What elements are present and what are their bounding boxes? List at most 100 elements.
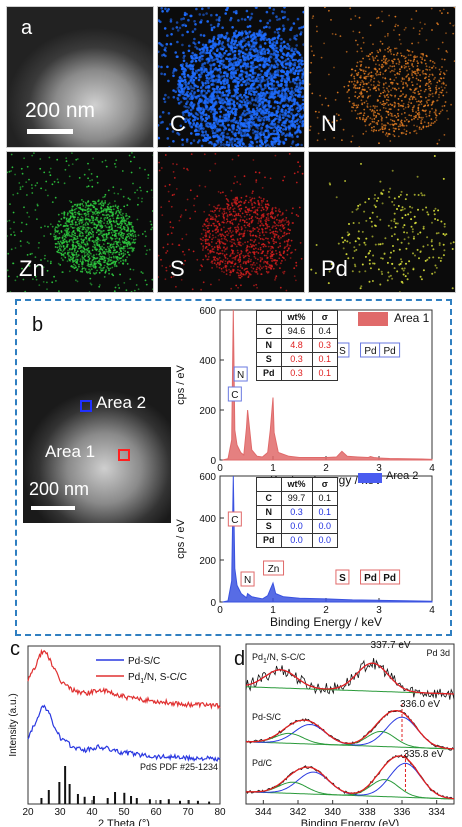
map-dot [114,212,117,215]
map-dot [66,233,68,236]
map-dot [281,147,284,148]
map-dot [301,69,304,73]
map-dot [88,239,91,242]
map-dot [429,87,432,90]
map-dot [259,81,262,84]
map-dot [70,212,73,214]
map-dot [295,76,299,80]
map-dot [385,116,388,119]
map-dot [263,73,266,76]
map-dot [244,95,248,98]
map-dot [208,95,212,99]
map-dot [381,63,384,66]
map-dot [36,182,39,184]
map-dot [283,10,286,14]
map-dot [423,105,425,108]
map-dot [372,75,374,77]
map-dot [301,124,304,128]
map-dot [228,91,231,94]
map-dot [280,10,284,13]
map-dot [114,225,117,227]
map-dot [256,86,259,89]
map-dot [233,32,236,35]
map-dot [107,207,110,209]
map-dot [223,146,226,147]
map-dot [292,97,296,100]
map-dot [176,29,180,32]
map-dot [256,59,260,63]
map-dot [121,255,124,258]
map-dot [131,232,134,235]
map-dot [304,64,305,67]
map-dot [282,132,285,135]
map-dot [381,66,383,69]
map-dot [177,98,180,101]
map-dot [240,131,243,135]
map-dot [28,216,30,218]
map-dot [81,263,83,265]
map-dot [219,143,223,147]
map-dot [382,131,384,133]
map-dot [260,139,263,143]
map-dot [106,246,109,248]
map-dot [238,55,242,58]
map-dot [71,248,73,251]
map-dot [237,19,240,22]
map-dot [230,143,234,147]
map-dot [382,58,385,60]
map-dot [272,65,276,69]
map-dot [49,262,52,265]
map-dot [292,116,295,119]
map-dot [118,253,121,256]
map-dot [206,121,210,125]
map-dot [288,115,291,118]
map-dot [66,225,69,228]
map-dot [90,222,93,224]
map-dot [134,238,137,241]
map-dot [373,80,375,83]
map-dot [219,139,223,143]
map-dot [425,82,428,85]
map-dot [192,105,195,108]
map-dot [334,99,337,101]
map-dot [21,185,24,188]
map-dot [271,111,274,115]
map-dot [241,70,244,73]
map-dot [288,131,292,135]
map-dot [65,157,68,160]
map-dot [233,34,236,38]
map-dot [219,101,222,104]
map-dot [420,89,422,92]
map-dot [205,12,208,15]
map-dot [359,83,362,86]
map-dot [226,78,229,81]
map-dot [256,127,260,130]
map-dot [303,95,304,97]
map-dot [267,110,271,114]
map-dot [281,77,284,80]
map-dot [259,55,263,59]
map-dot [79,219,82,222]
map-dot [255,113,259,117]
map-dot [221,66,225,69]
map-dot [414,70,417,73]
map-dot [161,10,164,13]
map-dot [283,7,286,9]
map-dot [237,33,240,37]
map-dot [440,91,443,94]
map-dot [230,137,234,140]
map-dot [253,32,256,35]
map-dot [260,126,263,130]
map-dot [373,125,375,128]
map-dot [280,74,283,78]
map-dot [393,87,396,90]
map-dot [47,194,49,197]
map-dot [309,129,311,132]
map-dot [245,9,249,13]
map-dot [443,73,446,76]
map-dot [241,77,244,81]
map-dot [387,113,390,116]
map-dot [181,138,184,142]
map-dot [215,101,218,104]
map-dot [246,99,249,102]
